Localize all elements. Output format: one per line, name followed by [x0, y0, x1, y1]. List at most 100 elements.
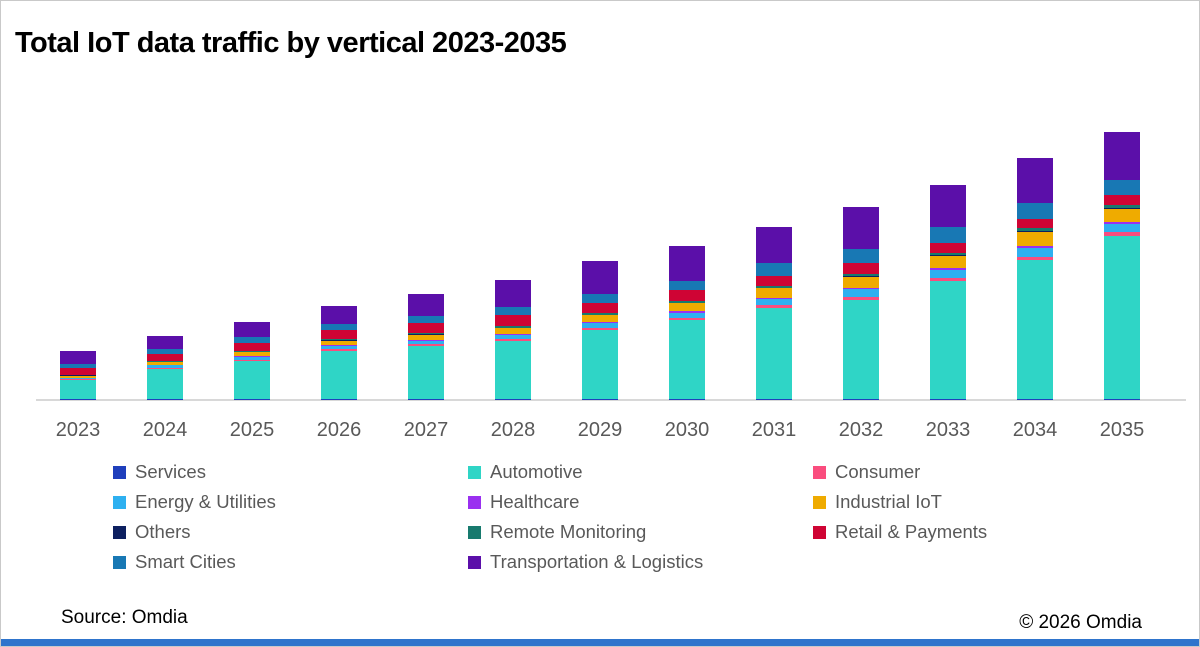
bar-segment-industrial-iot [60, 375, 96, 378]
legend-label-services: Services [135, 461, 206, 482]
bar-segment-healthcare [495, 334, 531, 335]
bar-segment-industrial-iot [408, 334, 444, 340]
bar-segment-energy-utilities [147, 365, 183, 368]
bar-segment-smart-cities [147, 348, 183, 354]
legend-label-industrial-iot: Industrial IoT [835, 491, 942, 512]
bar-segment-energy-utilities [930, 269, 966, 278]
bar-segment-services [756, 398, 792, 399]
bar-segment-others [669, 302, 705, 303]
bar-segment-services [930, 398, 966, 399]
legend-swatch-others [113, 525, 126, 539]
legend-label-consumer: Consumer [835, 461, 921, 482]
bar-segment-remote-monitoring [930, 252, 966, 255]
bar-segment-consumer [843, 296, 879, 300]
bar-segment-others [495, 327, 531, 328]
x-axis-label-2032: 2032 [838, 419, 884, 441]
bar-segment-industrial-iot [930, 255, 966, 268]
bar-2031 [756, 226, 792, 399]
bar-segment-automotive [495, 340, 531, 399]
bar-segment-energy-utilities [321, 346, 357, 349]
bar-segment-industrial-iot [234, 352, 270, 356]
bar-segment-retail-payments [669, 290, 705, 301]
bar-segment-healthcare [1017, 245, 1053, 248]
bar-segment-retail-payments [1017, 219, 1053, 228]
bar-segment-energy-utilities [843, 289, 879, 297]
x-axis-label-2024: 2024 [142, 419, 188, 441]
bar-segment-transportation-logistics [408, 293, 444, 316]
bar-segment-healthcare [408, 339, 444, 341]
legend-item-industrial-iot: Industrial IoT [813, 487, 987, 517]
bar-segment-consumer [1104, 232, 1140, 236]
bar-segment-remote-monitoring [321, 339, 357, 340]
bar-segment-transportation-logistics [234, 321, 270, 337]
bar-segment-remote-monitoring [234, 350, 270, 352]
bar-segment-consumer [582, 327, 618, 330]
legend-swatch-automotive [468, 465, 481, 479]
bar-segment-transportation-logistics [321, 306, 357, 324]
bar-segment-others [147, 361, 183, 362]
bar-2034 [1017, 158, 1053, 399]
bar-segment-retail-payments [321, 330, 357, 339]
bar-segment-remote-monitoring [582, 313, 618, 315]
bar-segment-retail-payments [234, 342, 270, 351]
bar-segment-transportation-logistics [1017, 158, 1053, 203]
chart-title: Total IoT data traffic by vertical 2023-… [15, 27, 567, 59]
bar-segment-services [1104, 398, 1140, 399]
legend-label-automotive: Automotive [490, 461, 583, 482]
legend-item-energy-utilities: Energy & Utilities [113, 487, 468, 517]
bar-segment-retail-payments [147, 353, 183, 361]
bar-segment-energy-utilities [1104, 223, 1140, 232]
bar-segment-smart-cities [756, 262, 792, 276]
bar-segment-transportation-logistics [756, 226, 792, 263]
bar-segment-retail-payments [756, 275, 792, 286]
bar-segment-remote-monitoring [843, 273, 879, 276]
bar-segment-services [1017, 398, 1053, 399]
bar-2025 [234, 321, 270, 399]
x-axis-label-2030: 2030 [664, 419, 710, 441]
bar-segment-healthcare [930, 267, 966, 270]
bar-segment-industrial-iot [582, 315, 618, 322]
bar-segment-others [930, 254, 966, 256]
bar-segment-energy-utilities [408, 340, 444, 344]
bar-segment-retail-payments [1104, 195, 1140, 205]
bar-segment-services [669, 398, 705, 399]
x-axis-label-2035: 2035 [1099, 419, 1145, 441]
bar-segment-healthcare [843, 287, 879, 289]
x-axis-label-2029: 2029 [577, 419, 623, 441]
bar-segment-transportation-logistics [843, 207, 879, 249]
bar-segment-remote-monitoring [60, 374, 96, 375]
bar-segment-automotive [1017, 259, 1053, 399]
bar-segment-transportation-logistics [147, 335, 183, 349]
legend-swatch-smart-cities [113, 555, 126, 569]
legend-swatch-energy-utilities [113, 495, 126, 509]
bar-segment-smart-cities [408, 315, 444, 323]
bar-segment-smart-cities [582, 294, 618, 303]
bar-segment-smart-cities [1017, 203, 1053, 219]
bar-segment-transportation-logistics [930, 185, 966, 227]
bar-segment-retail-payments [582, 302, 618, 313]
legend-swatch-remote-monitoring [468, 525, 481, 539]
x-axis-label-2023: 2023 [55, 419, 101, 441]
bar-segment-others [60, 375, 96, 376]
legend-item-healthcare: Healthcare [468, 487, 813, 517]
bar-segment-industrial-iot [756, 288, 792, 298]
bar-segment-others [843, 275, 879, 277]
bar-segment-healthcare [234, 356, 270, 357]
bar-segment-retail-payments [60, 368, 96, 375]
bar-segment-industrial-iot [1017, 231, 1053, 246]
bar-segment-industrial-iot [843, 276, 879, 288]
bar-segment-consumer [60, 379, 96, 380]
bar-segment-consumer [1017, 256, 1053, 260]
bar-segment-smart-cities [234, 336, 270, 343]
bar-segment-energy-utilities [60, 378, 96, 379]
bar-segment-automotive [321, 350, 357, 399]
bar-segment-others [1017, 230, 1053, 232]
legend-label-energy-utilities: Energy & Utilities [135, 491, 276, 512]
legend-label-others: Others [135, 521, 191, 542]
bar-segment-consumer [408, 344, 444, 346]
legend-item-remote-monitoring: Remote Monitoring [468, 517, 813, 547]
bar-2028 [495, 280, 531, 399]
bar-2032 [843, 207, 879, 399]
bar-segment-consumer [147, 367, 183, 369]
bar-2023 [60, 351, 96, 399]
